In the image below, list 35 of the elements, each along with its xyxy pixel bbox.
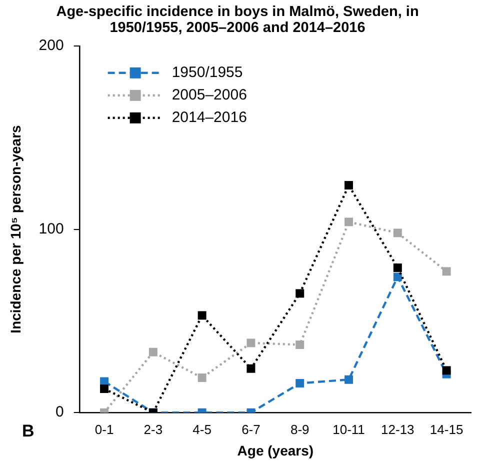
x-tick-label: 10-11 xyxy=(332,422,365,437)
point xyxy=(393,228,402,238)
point xyxy=(198,311,206,320)
point xyxy=(198,374,206,382)
y-axis-title: Incidence per 10⁵ person-years xyxy=(7,124,24,334)
point xyxy=(393,264,402,272)
point xyxy=(442,267,451,276)
y-tick-label: 200 xyxy=(38,37,64,54)
point xyxy=(246,338,256,348)
y-tick-label: 0 xyxy=(55,404,64,421)
x-axis-title: Age (years) xyxy=(237,442,314,458)
x-tick-label: 2-3 xyxy=(144,422,163,437)
point xyxy=(393,272,402,282)
point xyxy=(344,218,353,226)
text: B xyxy=(22,422,34,441)
legend-label: 2014–2016 xyxy=(172,109,247,126)
point xyxy=(246,364,256,373)
point xyxy=(344,375,353,384)
x-tick-label: 6-7 xyxy=(242,422,260,437)
x-tick-label: 12-13 xyxy=(381,422,414,437)
chart-title: Age-specific incidence in boys in Malmö, Sweden, in 1950/1955, 2005–2006 and 2014–2016 xyxy=(56,4,419,36)
x-tick-label: 4-5 xyxy=(192,422,212,437)
point xyxy=(100,384,109,394)
y-tick-label: 100 xyxy=(38,220,64,238)
x-tick-label: 14-15 xyxy=(430,422,464,437)
point xyxy=(296,289,304,298)
point xyxy=(442,366,451,375)
point xyxy=(148,348,158,356)
x-tick-label: 8-9 xyxy=(290,422,310,437)
point xyxy=(296,379,304,388)
point xyxy=(296,340,304,350)
x-tick-label: 0-1 xyxy=(94,422,114,437)
legend-label: 1950/1955 xyxy=(172,64,243,82)
legend-label: 2005–2006 xyxy=(172,86,247,104)
point xyxy=(344,181,353,190)
